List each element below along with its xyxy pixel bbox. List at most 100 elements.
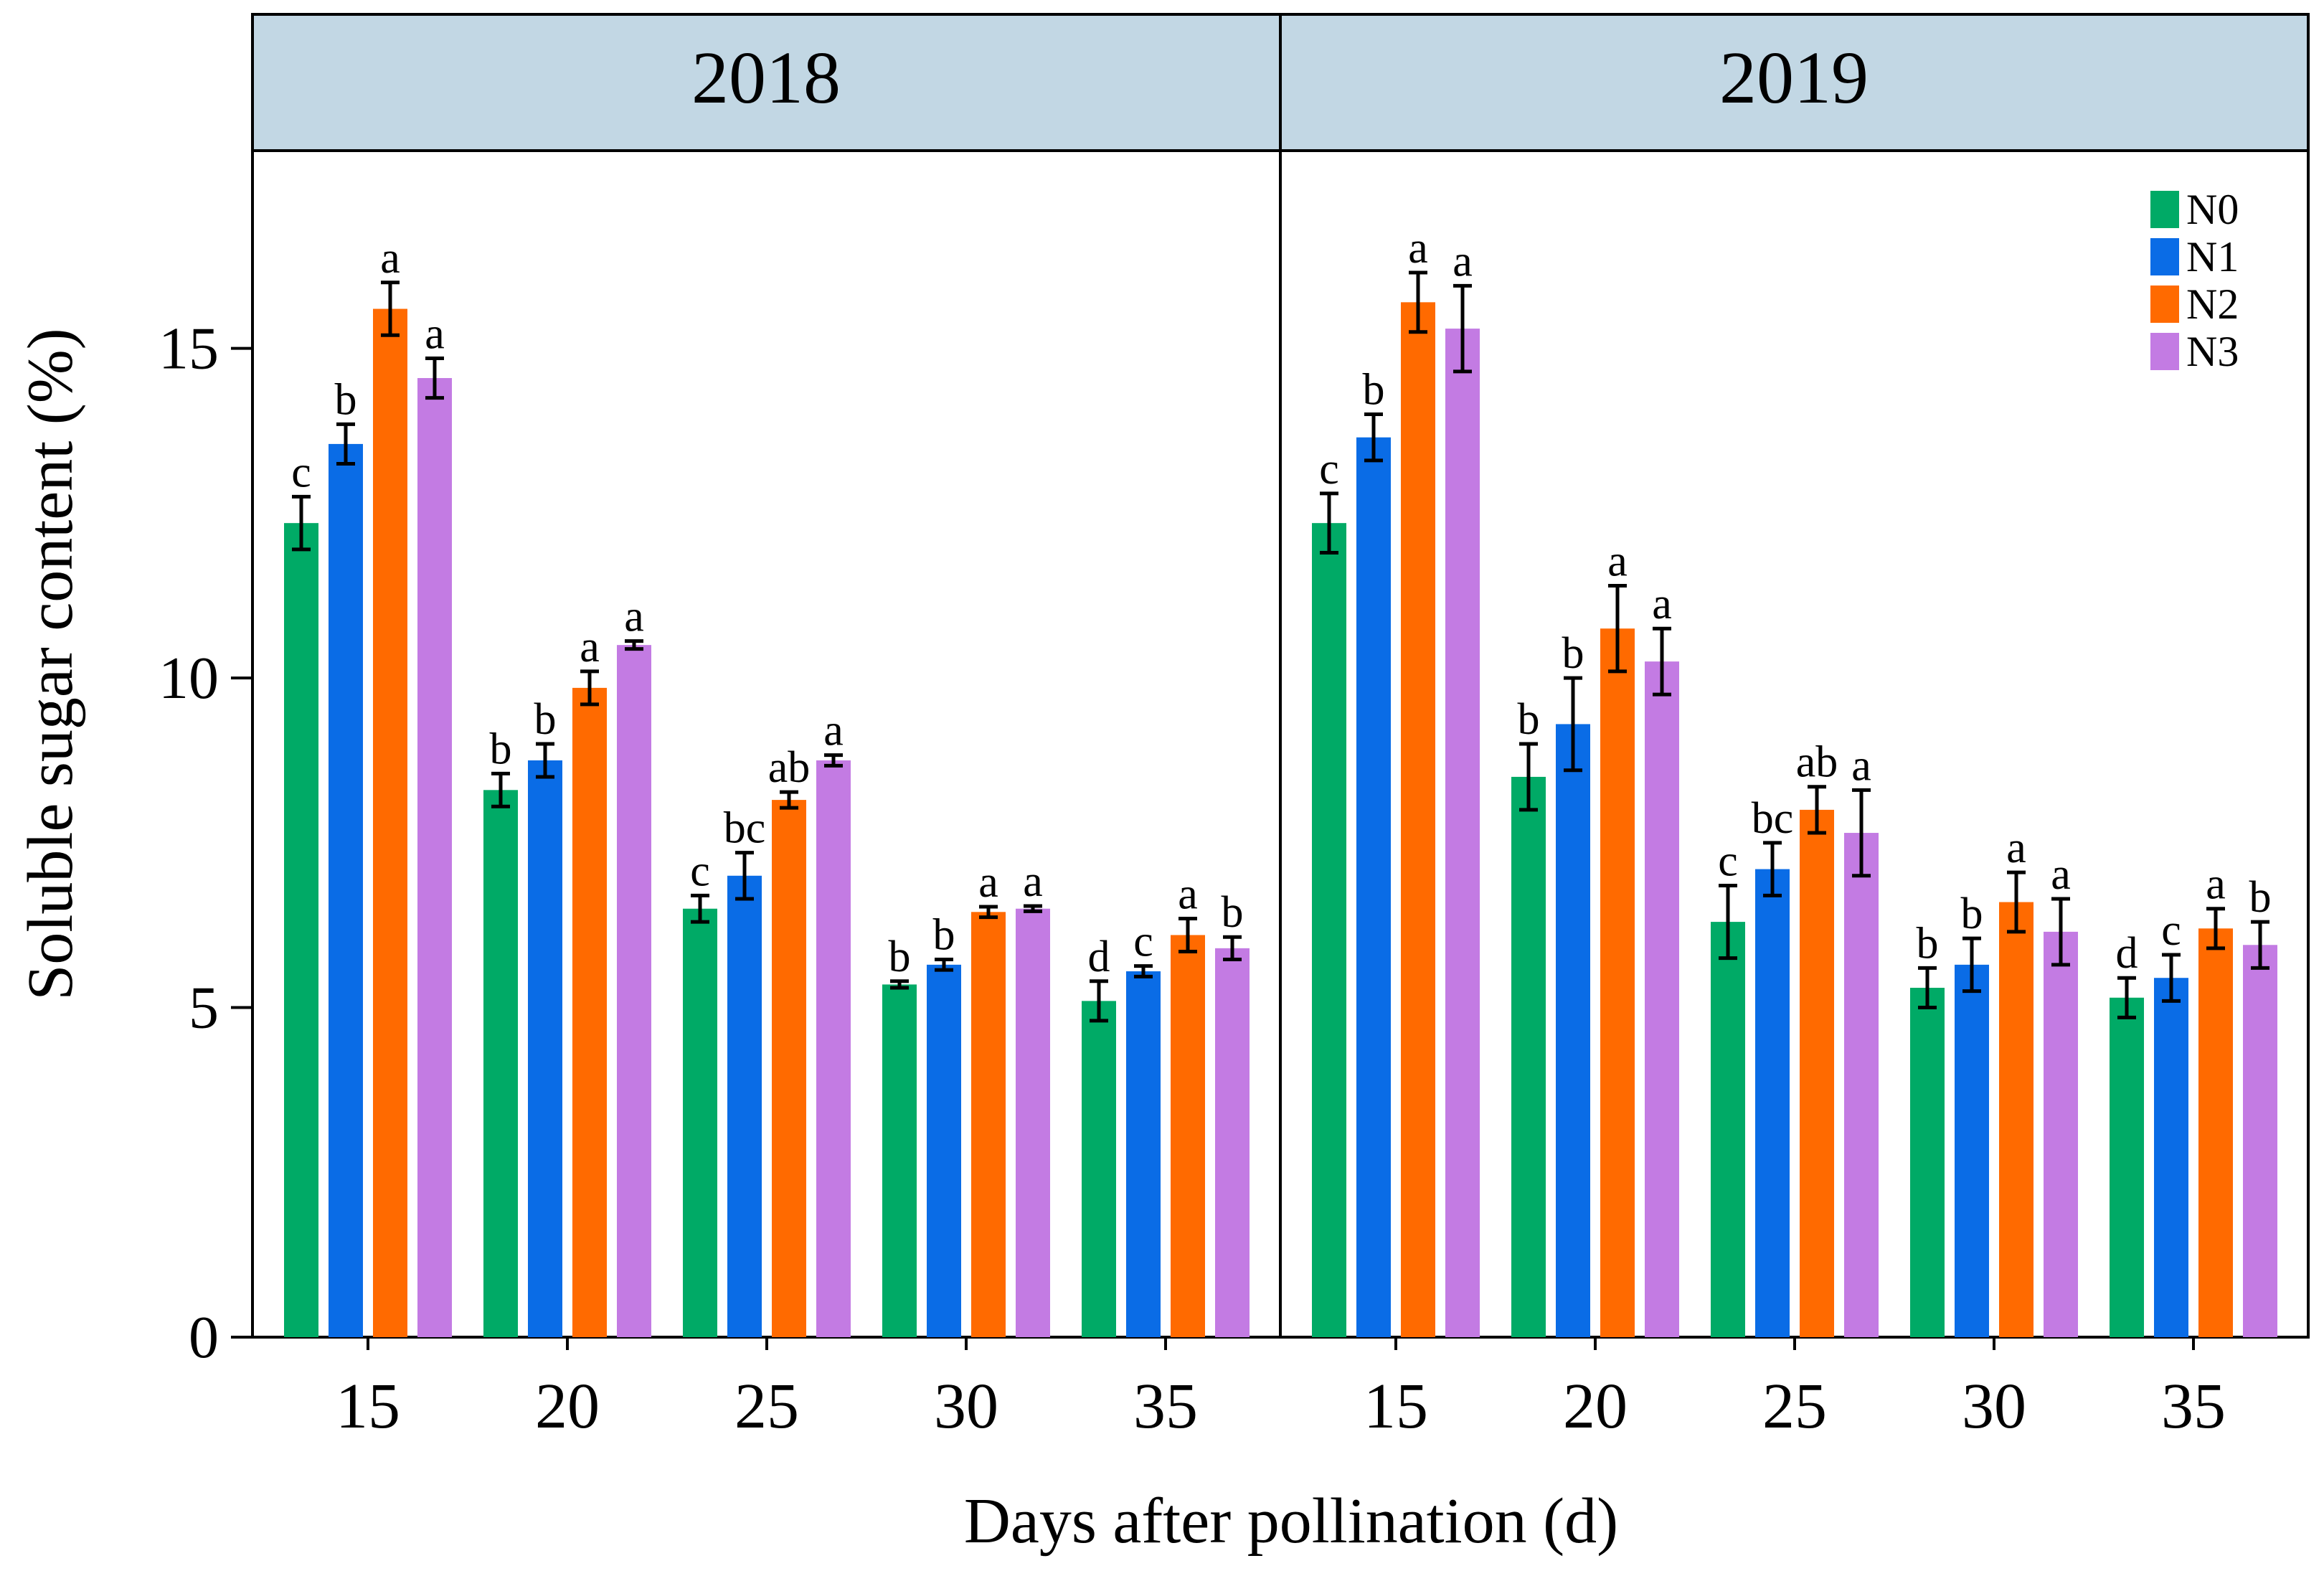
significance-label: b [1363, 366, 1385, 415]
y-axis-title: Soluble sugar content (%) [15, 328, 86, 1000]
significance-label: a [823, 707, 844, 755]
significance-label: a [1607, 537, 1628, 585]
bar [2154, 978, 2188, 1337]
bar [1445, 329, 1480, 1338]
significance-label: b [1961, 890, 1983, 938]
significance-label: d [1088, 933, 1110, 981]
significance-label: c [690, 846, 710, 895]
x-tick-label: 30 [1962, 1371, 2026, 1442]
bar [1711, 922, 1745, 1337]
bar [1082, 1001, 1116, 1337]
bar [927, 964, 961, 1337]
x-tick-label: 30 [934, 1371, 998, 1442]
significance-label: b [2249, 873, 2272, 922]
y-tick-label: 10 [159, 645, 219, 712]
x-tick-label: 20 [535, 1371, 600, 1442]
significance-label: a [1652, 580, 1672, 628]
bar [816, 760, 851, 1337]
significance-label: a [1851, 741, 1871, 790]
legend-label-n3: N3 [2186, 328, 2239, 375]
significance-label: b [889, 933, 911, 981]
significance-label: d [2116, 929, 2138, 978]
bar [1600, 628, 1635, 1337]
bar [572, 687, 607, 1337]
significance-label: c [1319, 445, 1339, 494]
bar [727, 875, 762, 1337]
x-tick-label: 15 [1364, 1371, 1428, 1442]
bar [1356, 437, 1391, 1337]
significance-label: b [335, 375, 357, 424]
y-tick-label: 15 [159, 316, 219, 382]
significance-label: c [1133, 917, 1153, 966]
bar [1556, 724, 1590, 1337]
significance-label: b [1562, 629, 1584, 678]
significance-label: a [2051, 850, 2071, 899]
bar [1511, 776, 1546, 1337]
bar [2110, 997, 2144, 1337]
y-tick-label: 5 [189, 975, 219, 1042]
significance-label: bc [1752, 794, 1794, 843]
significance-label: a [1178, 870, 1198, 919]
significance-label: b [490, 725, 512, 773]
significance-label: a [624, 593, 644, 641]
bar [1215, 948, 1250, 1337]
legend-swatch-n2 [2150, 286, 2179, 323]
legend-swatch-n0 [2150, 191, 2179, 228]
bar [329, 443, 363, 1338]
significance-label: b [534, 695, 557, 744]
legend-swatch-n1 [2150, 238, 2179, 275]
significance-label: bc [724, 804, 766, 853]
bar [1955, 964, 1989, 1337]
bar [683, 908, 717, 1337]
legend-label-n2: N2 [2186, 280, 2239, 328]
significance-label: ab [1796, 738, 1838, 787]
significance-label: a [1452, 237, 1473, 286]
significance-label: a [978, 858, 998, 907]
legend-label-n1: N1 [2186, 233, 2239, 280]
bar [2044, 931, 2078, 1337]
significance-label: a [2006, 824, 2026, 872]
significance-label: a [1408, 224, 1428, 273]
panel-2018-strip [251, 13, 1282, 152]
legend-label-n0: N0 [2186, 186, 2239, 233]
bar [1755, 869, 1790, 1337]
x-tick-label: 20 [1563, 1371, 1628, 1442]
bar [2243, 945, 2277, 1337]
legend-swatch-n3 [2150, 333, 2179, 370]
x-tick-label: 15 [336, 1371, 400, 1442]
bar [772, 800, 806, 1337]
bar [1126, 971, 1161, 1337]
x-tick-label: 25 [1762, 1371, 1827, 1442]
significance-label: b [1917, 919, 1939, 968]
bar [1171, 935, 1205, 1337]
panel-2019-strip [1279, 13, 2310, 152]
significance-label: c [291, 448, 311, 496]
bar [882, 984, 917, 1337]
bar [1999, 902, 2034, 1337]
significance-label: a [2206, 860, 2226, 909]
significance-label: c [2161, 906, 2181, 955]
bar [1800, 809, 1834, 1337]
significance-label: c [1718, 837, 1738, 886]
panel-2018-title: 2018 [691, 37, 841, 119]
bar [617, 645, 651, 1337]
bar [1016, 908, 1050, 1337]
panel-2019-title: 2019 [1719, 37, 1869, 119]
significance-label: b [1518, 695, 1540, 744]
bar [1844, 833, 1879, 1337]
significance-label: a [380, 234, 400, 283]
bar [1910, 987, 1945, 1337]
bar [373, 308, 407, 1337]
bar [1312, 523, 1346, 1337]
legend: N0 N1 N2 N3 [2150, 186, 2239, 375]
significance-label: a [580, 623, 600, 671]
bar [528, 760, 562, 1337]
x-tick-label: 35 [1133, 1371, 1198, 1442]
x-axis-title: Days after pollination (d) [964, 1486, 1618, 1557]
y-tick-label: 0 [189, 1304, 219, 1371]
bar [971, 912, 1006, 1337]
x-tick-label: 35 [2161, 1371, 2226, 1442]
significance-label: a [1023, 857, 1043, 906]
bar [2198, 928, 2233, 1337]
